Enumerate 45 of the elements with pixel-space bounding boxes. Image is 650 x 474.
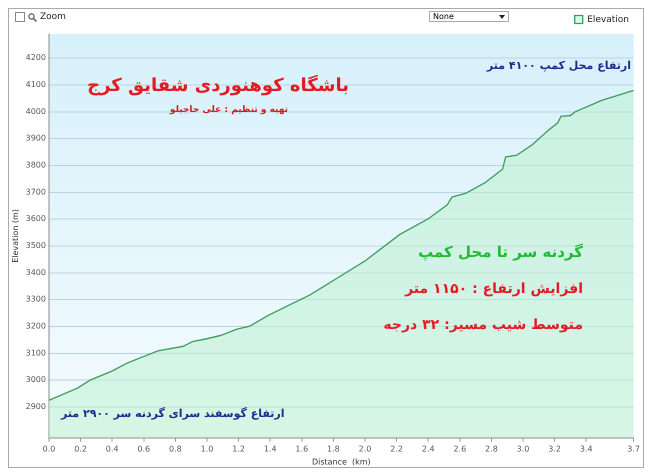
y-tick-label: 3900	[26, 134, 46, 143]
y-tick-label: 3300	[26, 294, 46, 304]
y-tick-label: 3600	[26, 214, 46, 224]
annotation: افزایش ارتفاع : ۱۱۵۰ متر	[405, 281, 583, 297]
text: باشگاه کوهنوردی شقایق کرج	[87, 75, 349, 96]
x-tick-label: 1.4	[264, 444, 277, 454]
text: Zoom	[40, 12, 66, 22]
x-tick-label: 2.0	[358, 444, 372, 454]
y-tick-label: 3500	[26, 241, 46, 250]
x-tick-label: 2.4	[422, 444, 435, 454]
x-tick-label: 3.0	[516, 444, 530, 454]
y-tick-label: 2900	[26, 402, 46, 412]
y-tick-label: 3200	[26, 322, 46, 331]
annotation: ارتفاع محل کمپ ۴۱۰۰ متر	[486, 59, 631, 72]
y-tick-label: 3400	[26, 268, 46, 277]
y-axis-title: Elevation (m)	[10, 209, 20, 263]
y-tick-label: 3800	[26, 160, 46, 170]
x-tick-label: 0.0	[42, 444, 56, 454]
annotation: گردنه سر تا محل کمپ	[418, 243, 583, 261]
x-tick-label: 2.6	[453, 444, 466, 454]
x-tick-label: 0.8	[169, 444, 182, 454]
x-tick-label: 0.2	[74, 444, 87, 454]
annotation: متوسط شیب مسیر: ۳۲ درجه	[383, 317, 583, 333]
y-tick-label: 3000	[26, 375, 46, 384]
x-tick-label: 3.2	[548, 444, 561, 454]
x-tick-label: 2.8	[485, 444, 498, 454]
dropdown: None	[429, 11, 509, 22]
x-tick-label: 1.0	[200, 444, 214, 454]
x-tick-label: 3.4	[580, 444, 593, 454]
x-tick-label: 0.4	[106, 444, 119, 454]
x-tick-label: 2.2	[390, 444, 403, 454]
text: تهیه و تنظیم : علی حاجیلو	[168, 105, 290, 115]
x-tick-label: 1.2	[232, 444, 245, 454]
y-tick-label: 3100	[26, 348, 46, 358]
y-tick-label: 4100	[26, 80, 46, 90]
y-tick-label: 4200	[26, 53, 46, 62]
y-tick-label: 3700	[26, 187, 46, 196]
x-tick-label: 3.7	[627, 444, 640, 454]
x-tick-label: 1.6	[295, 444, 308, 454]
annotation: ارتفاع گوسفند سرای گردنه سر ۲۹۰۰ متر	[61, 407, 285, 420]
x-axis-title: Distance (km)	[312, 457, 371, 466]
y-tick-label: 4000	[26, 106, 46, 116]
x-tick-label: 0.6	[137, 444, 150, 454]
x-tick-label: 1.8	[327, 444, 340, 454]
legend-label: Elevation	[587, 14, 630, 25]
